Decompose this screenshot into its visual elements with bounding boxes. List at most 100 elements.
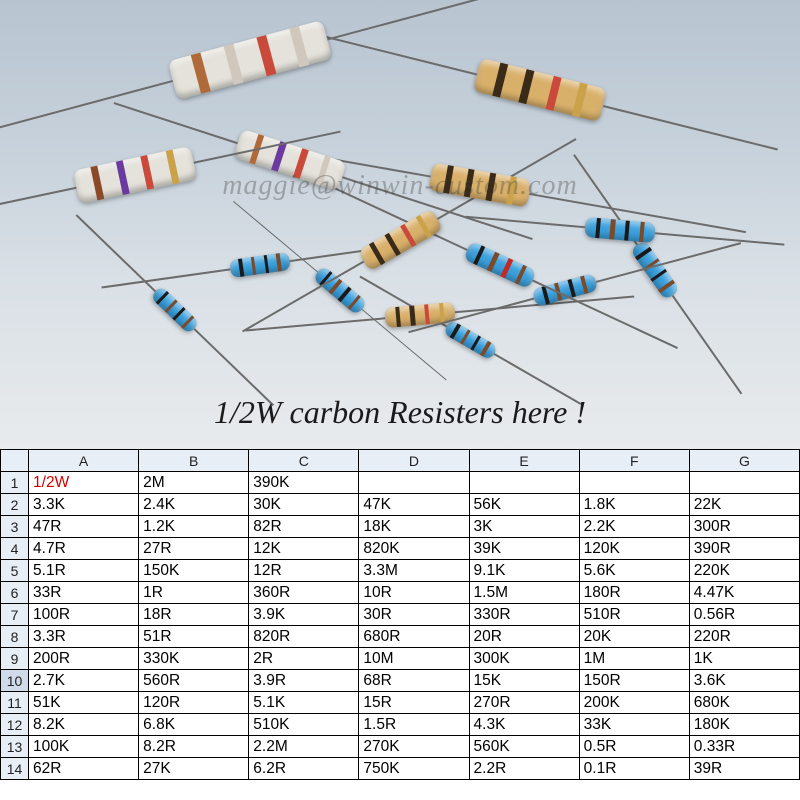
table-cell: 0.56R [689, 604, 799, 626]
table-cell: 150R [579, 670, 689, 692]
table-cell: 51R [139, 626, 249, 648]
table-cell: 360R [249, 582, 359, 604]
resistor-graphic [73, 146, 197, 204]
table-cell: 1K [689, 648, 799, 670]
table-cell: 560K [469, 736, 579, 758]
row-header: 8 [1, 626, 29, 648]
table-cell: 8.2R [139, 736, 249, 758]
row-header: 1 [1, 472, 29, 494]
table-cell: 2.2K [579, 516, 689, 538]
table-cell: 56K [469, 494, 579, 516]
table-cell: 27R [139, 538, 249, 560]
table-cell: 510K [249, 714, 359, 736]
table-cell: 680R [359, 626, 469, 648]
table-cell: 22K [689, 494, 799, 516]
row-header: 6 [1, 582, 29, 604]
table-row: 23.3K2.4K30K47K56K1.8K22K [1, 494, 800, 516]
resistor-graphic [463, 241, 537, 290]
row-header: 10 [1, 670, 29, 692]
column-header: A [29, 450, 139, 472]
column-header: C [249, 450, 359, 472]
table-cell: 2M [139, 472, 249, 494]
table-cell: 510R [579, 604, 689, 626]
table-cell: 2.2M [249, 736, 359, 758]
table-cell: 220R [689, 626, 799, 648]
corner-header [1, 450, 29, 472]
row-header: 11 [1, 692, 29, 714]
table-cell: 62R [29, 758, 139, 780]
table-cell: 3.9R [249, 670, 359, 692]
table-row: 633R1R360R10R1.5M180R4.47K [1, 582, 800, 604]
table-cell: 15K [469, 670, 579, 692]
row-header: 2 [1, 494, 29, 516]
table-cell: 1M [579, 648, 689, 670]
table-cell: 680K [689, 692, 799, 714]
table-cell: 6.2R [249, 758, 359, 780]
table-cell: 2R [249, 648, 359, 670]
resistor-graphic [428, 163, 531, 208]
table-row: 102.7K560R3.9R68R15K150R3.6K [1, 670, 800, 692]
table-cell: 200K [579, 692, 689, 714]
table-cell: 33R [29, 582, 139, 604]
table-cell: 8.2K [29, 714, 139, 736]
row-header: 9 [1, 648, 29, 670]
row-header: 7 [1, 604, 29, 626]
table-cell: 39R [689, 758, 799, 780]
resistor-graphic [312, 265, 367, 315]
table-cell: 270K [359, 736, 469, 758]
table-cell: 390R [689, 538, 799, 560]
table-cell: 330K [139, 648, 249, 670]
table-cell: 12R [249, 560, 359, 582]
table-row: 13100K8.2R2.2M270K560K0.5R0.33R [1, 736, 800, 758]
table-cell: 1.2K [139, 516, 249, 538]
table-cell [469, 472, 579, 494]
resistor-graphic [233, 129, 347, 192]
table-cell: 150K [139, 560, 249, 582]
table-cell: 27K [139, 758, 249, 780]
column-header: E [469, 450, 579, 472]
table-cell: 68R [359, 670, 469, 692]
table-cell: 820K [359, 538, 469, 560]
table-cell: 2.2R [469, 758, 579, 780]
table-cell: 180R [579, 582, 689, 604]
table-cell: 200R [29, 648, 139, 670]
row-header: 14 [1, 758, 29, 780]
table-cell: 3.3M [359, 560, 469, 582]
table-cell: 18R [139, 604, 249, 626]
resistor-graphic [442, 319, 498, 360]
table-cell: 18K [359, 516, 469, 538]
table-row: 1462R27K6.2R750K2.2R0.1R39R [1, 758, 800, 780]
column-header: G [689, 450, 799, 472]
table-cell: 5.1R [29, 560, 139, 582]
table-cell: 300R [689, 516, 799, 538]
row-header: 13 [1, 736, 29, 758]
table-cell: 82R [249, 516, 359, 538]
photo-caption: 1/2W carbon Resisters here ! [0, 394, 800, 431]
table-cell: 30K [249, 494, 359, 516]
table-cell: 47R [29, 516, 139, 538]
table-cell: 100K [29, 736, 139, 758]
table-cell: 1.5R [359, 714, 469, 736]
table-row: 55.1R150K12R3.3M9.1K5.6K220K [1, 560, 800, 582]
column-header: F [579, 450, 689, 472]
table-row: 9200R330K2R10M300K1M1K [1, 648, 800, 670]
table-cell: 390K [249, 472, 359, 494]
table-row: 7100R18R3.9K30R330R510R0.56R [1, 604, 800, 626]
table-cell [579, 472, 689, 494]
table-cell: 12K [249, 538, 359, 560]
resistor-graphic [473, 58, 607, 122]
table-cell: 20R [469, 626, 579, 648]
table-cell: 120K [579, 538, 689, 560]
resistor-graphic [168, 20, 333, 100]
table-cell: 560R [139, 670, 249, 692]
row-header: 5 [1, 560, 29, 582]
table-cell: 4.7R [29, 538, 139, 560]
table-row: 11/2W2M390K [1, 472, 800, 494]
table-row: 128.2K6.8K510K1.5R4.3K33K180K [1, 714, 800, 736]
table-cell: 3K [469, 516, 579, 538]
table-cell: 1R [139, 582, 249, 604]
table-cell: 10M [359, 648, 469, 670]
table-cell: 3.3K [29, 494, 139, 516]
table-cell: 3.3R [29, 626, 139, 648]
row-header: 4 [1, 538, 29, 560]
